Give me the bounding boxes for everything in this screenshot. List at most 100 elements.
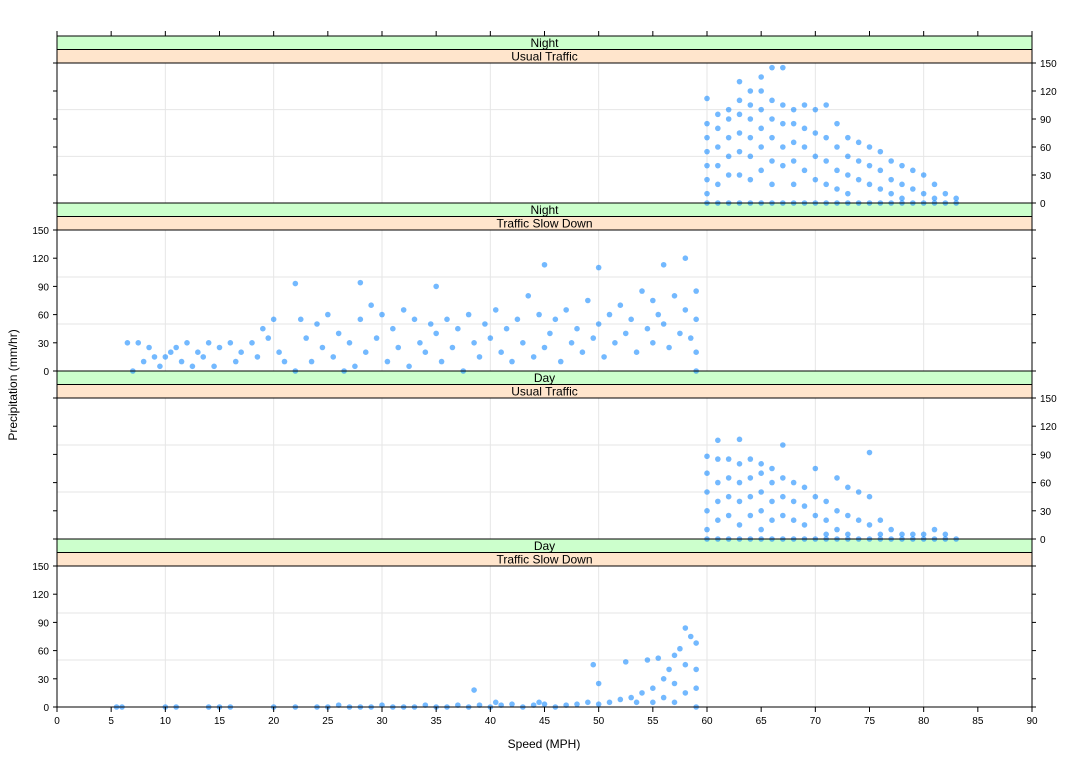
x-tick-label: 5	[108, 716, 114, 727]
data-point	[715, 437, 721, 444]
data-point	[715, 456, 721, 462]
x-tick-label: 70	[810, 716, 822, 727]
data-point	[715, 517, 721, 523]
data-point	[845, 531, 851, 538]
data-point	[910, 531, 916, 538]
data-point	[384, 358, 391, 365]
data-point	[704, 526, 710, 533]
data-point	[736, 522, 743, 528]
data-point	[595, 264, 602, 271]
data-point	[953, 195, 959, 202]
data-point	[769, 498, 775, 505]
data-point	[704, 162, 710, 169]
data-point	[146, 344, 152, 351]
data-point	[758, 526, 764, 533]
data-point	[834, 508, 840, 514]
data-point	[265, 335, 272, 341]
data-point	[845, 172, 851, 178]
panel-frame	[56, 397, 1033, 540]
data-point	[476, 354, 483, 360]
data-point	[780, 475, 786, 481]
data-point	[920, 172, 927, 178]
data-point	[579, 349, 586, 356]
data-point	[823, 517, 829, 523]
data-point	[801, 125, 808, 132]
data-point	[677, 645, 683, 652]
data-point	[942, 190, 949, 197]
data-point	[655, 655, 662, 661]
data-point	[660, 694, 667, 701]
data-point	[362, 349, 369, 356]
data-point	[812, 130, 819, 136]
data-point	[920, 190, 927, 197]
y-tick-label: 90	[38, 618, 50, 629]
data-point	[687, 335, 694, 341]
data-point	[736, 78, 743, 85]
data-point	[834, 526, 840, 533]
data-point	[812, 493, 819, 500]
data-point	[877, 148, 884, 155]
data-point	[812, 106, 819, 113]
data-point	[736, 436, 743, 443]
data-point	[823, 181, 829, 188]
data-point	[834, 475, 840, 481]
data-point	[747, 512, 754, 519]
data-point	[715, 125, 721, 132]
x-tick-label: 80	[918, 716, 930, 727]
panel-frame	[56, 565, 1033, 708]
data-point	[725, 106, 732, 113]
data-point	[650, 297, 656, 304]
data-point	[633, 699, 640, 706]
data-point	[801, 522, 808, 528]
y-tick-label: 30	[38, 675, 50, 686]
y-tick-label: 0	[1040, 199, 1046, 210]
data-point	[184, 340, 190, 346]
data-point	[823, 158, 829, 164]
data-point	[704, 134, 710, 141]
data-point	[541, 344, 548, 351]
data-point	[628, 316, 634, 323]
data-point	[390, 325, 396, 332]
data-point	[671, 293, 678, 299]
data-point	[319, 344, 326, 351]
data-point	[216, 344, 223, 351]
data-point	[189, 363, 196, 370]
data-point	[601, 354, 607, 360]
data-point	[639, 690, 645, 696]
data-point	[845, 484, 851, 491]
data-point	[650, 699, 656, 706]
data-point	[845, 512, 851, 519]
data-point	[855, 158, 862, 164]
data-point	[492, 699, 499, 706]
data-point	[888, 158, 894, 164]
data-point	[677, 330, 683, 337]
y-tick-label: 150	[32, 226, 49, 237]
data-point	[276, 349, 282, 356]
data-point	[687, 633, 694, 640]
data-point	[758, 125, 764, 132]
data-point	[855, 517, 862, 523]
y-tick-label: 60	[1040, 143, 1052, 154]
data-point	[682, 690, 689, 696]
data-point	[281, 358, 288, 365]
data-point	[205, 340, 212, 346]
x-tick-label: 35	[431, 716, 443, 727]
data-point	[769, 479, 775, 486]
data-point	[622, 659, 629, 665]
data-point	[899, 181, 905, 188]
data-point	[260, 325, 266, 332]
data-point	[693, 316, 699, 323]
data-point	[151, 354, 158, 360]
data-point	[769, 134, 775, 141]
data-point	[736, 172, 743, 178]
x-tick-label: 45	[539, 716, 551, 727]
data-point	[790, 517, 797, 523]
data-point	[503, 325, 510, 332]
data-point	[487, 335, 494, 341]
data-point	[639, 288, 645, 294]
data-point	[449, 344, 456, 351]
data-point	[747, 153, 754, 160]
data-point	[715, 181, 721, 188]
strip-time-label: Night	[530, 203, 559, 217]
